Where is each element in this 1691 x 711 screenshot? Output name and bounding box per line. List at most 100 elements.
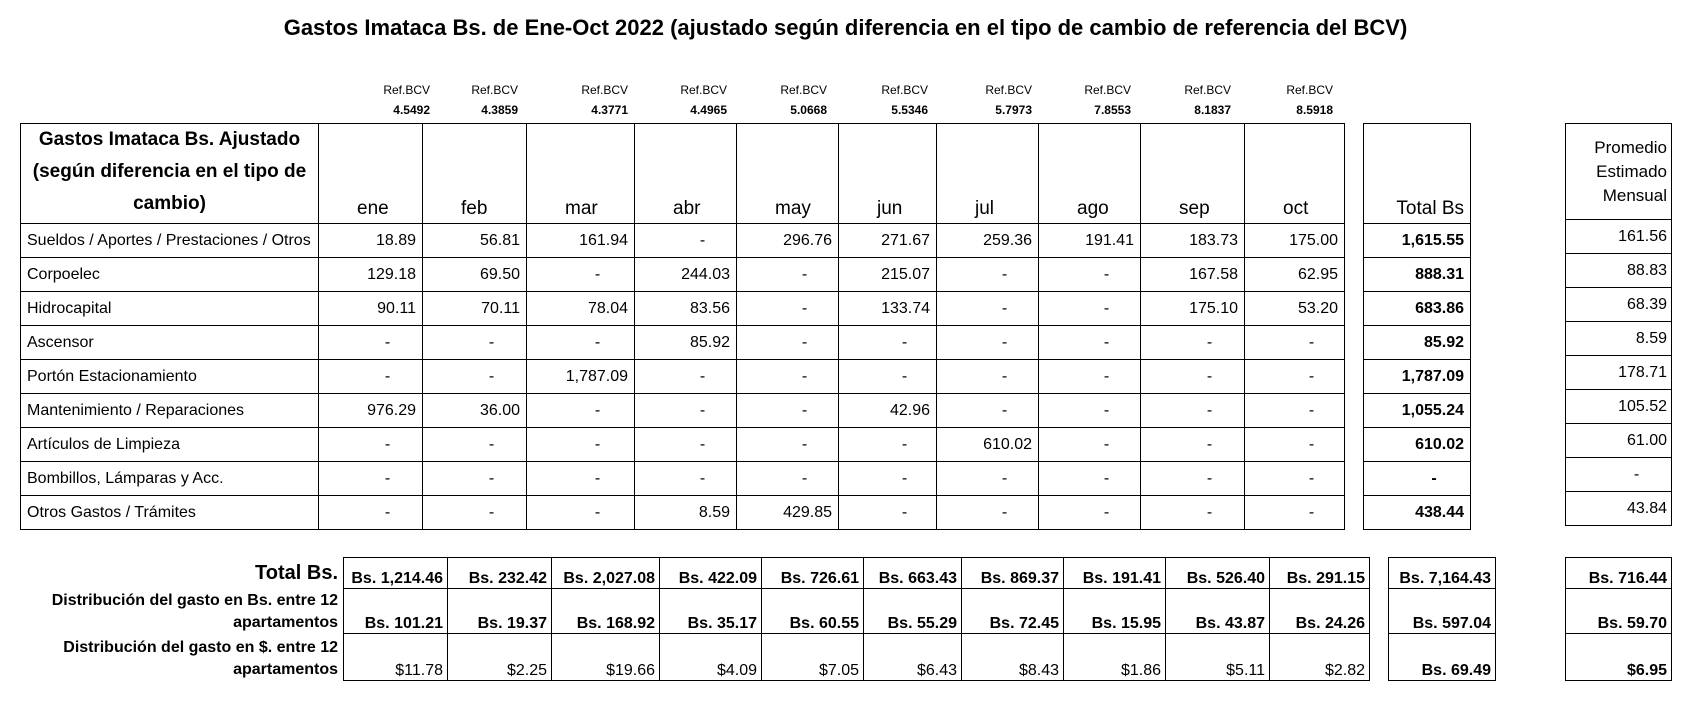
- cell-oct: -: [1244, 461, 1345, 496]
- row-promedio: 43.84: [1565, 491, 1672, 526]
- table-row: Otros Gastos / Trámites - - -8.59 429.85- - - -…: [20, 495, 1471, 530]
- column-gap: [1345, 124, 1364, 224]
- table-header-label: Gastos Imataca Bs. Ajustado (según difer…: [20, 123, 319, 224]
- table-header-row: Gastos Imataca Bs. Ajustado (según difer…: [20, 123, 1471, 224]
- bcv-ref-value: 4.4965: [690, 103, 727, 117]
- cell-ago: -: [1038, 495, 1141, 530]
- row-label: Corpoelec: [20, 257, 319, 292]
- row-label: Otros Gastos / Trámites: [20, 495, 319, 530]
- column-gap: [1345, 224, 1364, 258]
- cell-jun: -: [838, 359, 937, 394]
- promedio-row: 68.39: [1565, 287, 1672, 322]
- cell-abr: -: [634, 223, 737, 258]
- dist-usd-row-promedio: $6.95: [1565, 633, 1672, 681]
- cell-ene: -: [318, 427, 423, 462]
- cell-jul: -: [936, 359, 1039, 394]
- bcv-ref-mar: Ref.BCV 4.3771: [566, 80, 628, 120]
- bcv-ref-label: Ref.BCV: [383, 83, 430, 97]
- cell-ene: 90.11: [318, 291, 423, 326]
- cell-jul: -: [936, 393, 1039, 428]
- cell-may: -: [736, 461, 839, 496]
- month-header-ago: ago: [1038, 123, 1141, 224]
- cell-may: 296.76: [736, 223, 839, 258]
- cell-jun: -: [838, 325, 937, 360]
- cell-mar: -: [526, 393, 635, 428]
- bcv-ref-value: 8.5918: [1296, 103, 1333, 117]
- cell-abr: -: [634, 427, 737, 462]
- summary-cell-jun: Bs. 663.43: [863, 557, 962, 589]
- summary-cell-ene: $11.78: [343, 633, 448, 681]
- bcv-ref-jul: Ref.BCV 5.7973: [970, 80, 1032, 120]
- month-header-oct: oct: [1244, 123, 1345, 224]
- cell-mar: 78.04: [526, 291, 635, 326]
- table-row: Ascensor - - -85.92- - - - - -85.92: [20, 325, 1471, 360]
- cell-may: -: [736, 359, 839, 394]
- summary-cell-jun: Bs. 55.29: [863, 588, 962, 634]
- promedio-row: -: [1565, 457, 1672, 492]
- table-row: Artículos de Limpieza - - - - - -610.02- - -610.…: [20, 427, 1471, 462]
- month-header-sep: sep: [1140, 123, 1245, 224]
- column-gap: [1345, 292, 1364, 326]
- summary-cell-ene: Bs. 101.21: [343, 588, 448, 634]
- cell-sep: 183.73: [1140, 223, 1245, 258]
- summary-total: Bs. 7,164.43: [1388, 557, 1496, 589]
- promedio-row: 61.00: [1565, 423, 1672, 458]
- summary-cell-feb: Bs. 232.42: [447, 557, 552, 589]
- summary-cell-oct: $2.82: [1269, 633, 1370, 681]
- cell-jul: -: [936, 495, 1039, 530]
- summary-cell-feb: Bs. 19.37: [447, 588, 552, 634]
- cell-mar: -: [526, 461, 635, 496]
- row-total: 683.86: [1363, 291, 1471, 326]
- cell-ago: -: [1038, 359, 1141, 394]
- row-total: 85.92: [1363, 325, 1471, 360]
- cell-sep: -: [1140, 461, 1245, 496]
- cell-abr: 83.56: [634, 291, 737, 326]
- cell-may: -: [736, 291, 839, 326]
- row-label: Sueldos / Aportes / Prestaciones / Otros: [20, 223, 319, 258]
- summary-promedio-table: Bs. 716.44 Bs. 59.70 $6.95: [1565, 557, 1672, 681]
- cell-ago: -: [1038, 325, 1141, 360]
- dist-usd-row: $11.78 $2.25 $19.66 $4.09 $7.05 $6.43 $8.43 $1.…: [343, 633, 1496, 681]
- cell-jun: 42.96: [838, 393, 937, 428]
- cell-jun: 133.74: [838, 291, 937, 326]
- cell-jul: -: [936, 257, 1039, 292]
- total-bs-label: Total Bs.: [255, 562, 338, 584]
- cell-oct: -: [1244, 393, 1345, 428]
- table-row: Corpoelec 129.18 69.50-244.03-215.07- -167.…: [20, 257, 1471, 292]
- cell-jun: 271.67: [838, 223, 937, 258]
- cell-may: -: [736, 393, 839, 428]
- promedio-table: Promedio Estimado Mensual 161.56 88.83 68.…: [1565, 123, 1672, 526]
- row-total: 1,055.24: [1363, 393, 1471, 428]
- bcv-ref-label: Ref.BCV: [1184, 83, 1231, 97]
- row-label: Bombillos, Lámparas y Acc.: [20, 461, 319, 496]
- cell-ago: -: [1038, 257, 1141, 292]
- cell-ene: -: [318, 325, 423, 360]
- cell-mar: -: [526, 495, 635, 530]
- total-bs-row: Bs. 1,214.46 Bs. 232.42 Bs. 2,027.08 Bs. 42…: [343, 557, 1496, 589]
- column-gap: [1370, 589, 1389, 634]
- summary-cell-abr: Bs. 35.17: [659, 588, 762, 634]
- cell-sep: -: [1140, 495, 1245, 530]
- cell-mar: 1,787.09: [526, 359, 635, 394]
- column-gap: [1345, 360, 1364, 394]
- bcv-ref-abr: Ref.BCV 4.4965: [665, 80, 727, 120]
- promedio-header: Promedio Estimado Mensual: [1565, 123, 1672, 220]
- cell-jul: -: [936, 461, 1039, 496]
- bcv-ref-ene: Ref.BCV 4.5492: [368, 80, 430, 120]
- cell-jun: -: [838, 461, 937, 496]
- dist-bs-row: Bs. 101.21 Bs. 19.37 Bs. 168.92 Bs. 35.17 Bs…: [343, 588, 1496, 634]
- summary-cell-ago: Bs. 15.95: [1063, 588, 1166, 634]
- bcv-ref-label: Ref.BCV: [780, 83, 827, 97]
- cell-jul: -: [936, 325, 1039, 360]
- bcv-ref-sep: Ref.BCV 8.1837: [1169, 80, 1231, 120]
- table-row: Hidrocapital 90.11 70.11 78.04 83.56-133.74-…: [20, 291, 1471, 326]
- expenses-table: Gastos Imataca Bs. Ajustado (según difer…: [20, 123, 1471, 530]
- cell-jul: 610.02: [936, 427, 1039, 462]
- cell-mar: 161.94: [526, 223, 635, 258]
- cell-ago: -: [1038, 427, 1141, 462]
- cell-sep: -: [1140, 359, 1245, 394]
- cell-ene: -: [318, 461, 423, 496]
- bcv-ref-label: Ref.BCV: [680, 83, 727, 97]
- cell-oct: -: [1244, 427, 1345, 462]
- bcv-ref-value: 5.0668: [790, 103, 827, 117]
